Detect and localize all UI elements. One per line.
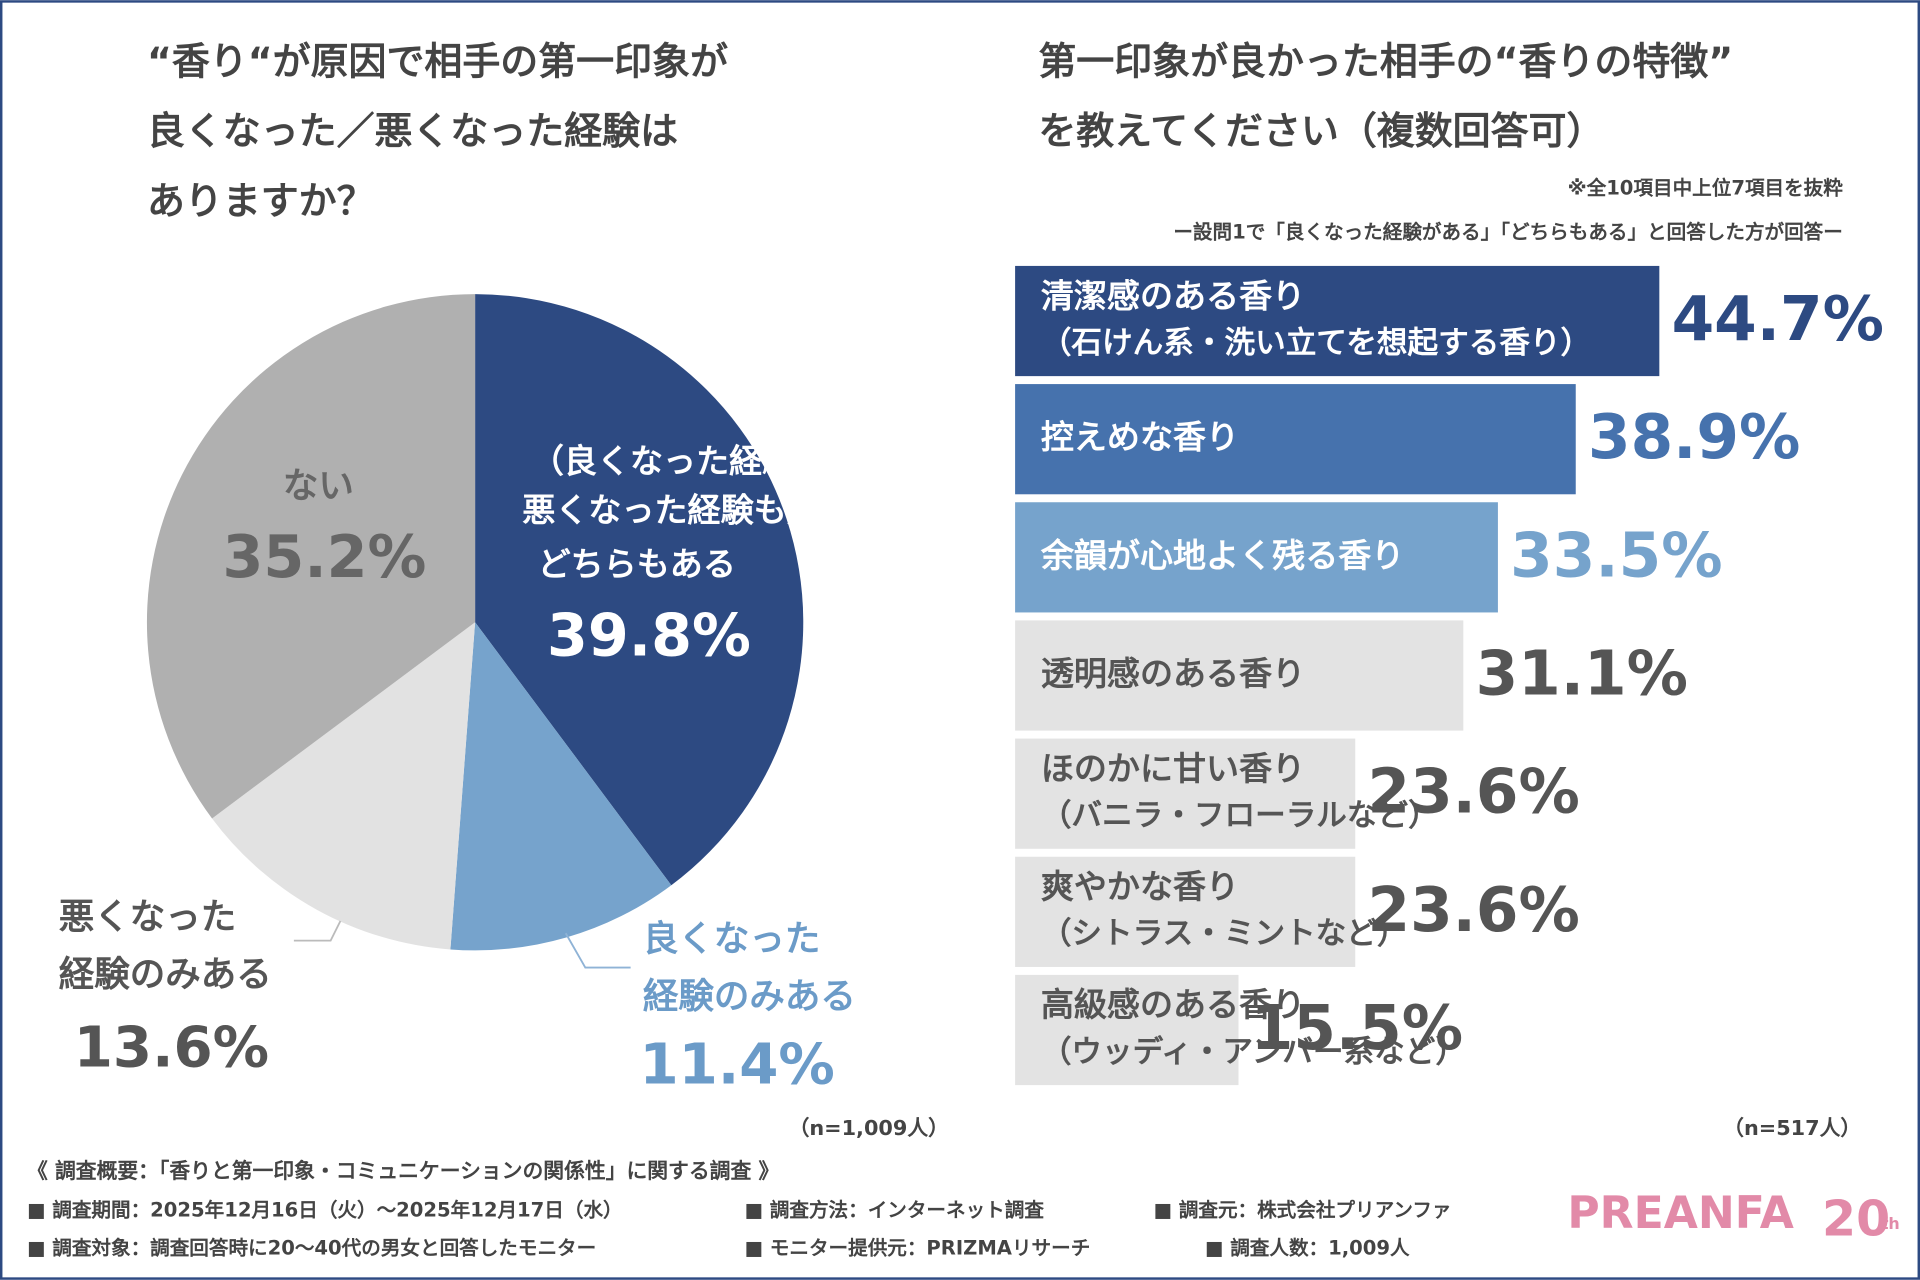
slice-label: （良くなった経験も: [531, 442, 828, 481]
slice-value: 11.4%: [639, 1033, 834, 1098]
leader-line: [564, 932, 631, 969]
sample-note: （n=517人）: [1723, 1116, 1861, 1140]
bar-label: （バニラ・フローラルなど）: [1041, 798, 1439, 833]
slice-label: ない: [283, 466, 354, 507]
pie-slice: [475, 294, 804, 886]
chart-title: を教えてください（複数回答可）: [1038, 109, 1604, 153]
pie-slice: [450, 622, 672, 951]
logo: PREANFA: [1567, 1188, 1794, 1239]
bar-label: 透明感のある香り: [1041, 654, 1305, 693]
footer-item: ■ 調査対象：調査回答時に20～40代の男女と回答したモニター: [27, 1237, 596, 1260]
bar: [1015, 620, 1464, 731]
slice-label: 悪くなった: [59, 897, 237, 938]
footer-heading: 《 調査概要：「香りと第一印象・コミュニケーションの関係性」に関する調査 》: [27, 1159, 779, 1183]
slice-label: 悪くなった経験も）: [522, 491, 819, 530]
footer-item: ■ 調査人数：1,009人: [1205, 1237, 1410, 1260]
footer-item: ■ モニター提供元：PRIZMAリサーチ: [744, 1237, 1090, 1260]
logo-badge: 20: [1822, 1191, 1890, 1248]
leader-line: [293, 920, 342, 942]
chart-title: 第一印象が良かった相手の“香りの特徴”: [1038, 39, 1733, 83]
bar-label: 控えめな香り: [1041, 418, 1239, 457]
bar-label: 爽やかな香り: [1041, 867, 1239, 906]
footer-item: ■ 調査方法：インターネット調査: [744, 1199, 1044, 1222]
value-label: 23.6%: [1367, 875, 1579, 946]
footer-item: ■ 調査元：株式会社プリアンファ: [1153, 1199, 1451, 1222]
bar: [1015, 738, 1356, 849]
footer-item: ■ 調査期間：2025年12月16日（火）～2025年12月17日（水）: [27, 1199, 623, 1222]
slice-value: 13.6%: [74, 1015, 269, 1080]
bar-label: （ウッディ・アンバー系など）: [1041, 1034, 1466, 1070]
bar-label: （石けん系・洗い立てを想起する香り）: [1041, 326, 1591, 361]
value-label: 38.9%: [1588, 402, 1800, 473]
bar: [1015, 502, 1498, 613]
value-label: 31.1%: [1476, 639, 1688, 710]
bar-label: （シトラス・ミントなど）: [1041, 917, 1408, 952]
slice-label: 経験のみある: [643, 976, 856, 1017]
value-label: 44.7%: [1672, 284, 1884, 355]
slice-value: 35.2%: [223, 522, 427, 591]
slice-label: どちらもある: [538, 544, 736, 583]
sample-note: （n=1,009人）: [789, 1116, 949, 1140]
bar-label: ほのかに甘い香り: [1041, 749, 1305, 788]
bar-label: 高級感のある香り: [1041, 985, 1305, 1024]
bar: [1015, 974, 1239, 1086]
chart-title: “香り“が原因で相手の第一印象が: [147, 39, 728, 83]
chart-title: 良くなった／悪くなった経験は: [147, 109, 678, 153]
slice-label: 経験のみある: [59, 954, 272, 995]
bar-label: 余韻が心地よく残る香り: [1040, 536, 1405, 575]
pie-slice: [146, 294, 476, 819]
note: ※全10項目中上位7項目を抜粋: [1568, 176, 1844, 199]
logo-badge-sup: th: [1881, 1214, 1900, 1233]
chart-title: ありますか？: [147, 179, 375, 223]
bar: [1015, 265, 1660, 377]
bar: [1015, 856, 1356, 967]
bar: [1015, 384, 1576, 495]
pie-slice: [212, 622, 476, 950]
value-label: 15.5%: [1251, 993, 1463, 1064]
bar-label: 清潔感のある香り: [1041, 276, 1305, 315]
slice-label: 良くなった: [643, 919, 821, 960]
slice-value: 39.8%: [547, 600, 751, 669]
value-label: 23.6%: [1367, 757, 1579, 828]
subtitle: ー設問1で「良くなった経験がある」「どちらもある」と回答した方が回答ー: [1173, 220, 1843, 243]
value-label: 33.5%: [1510, 520, 1722, 591]
